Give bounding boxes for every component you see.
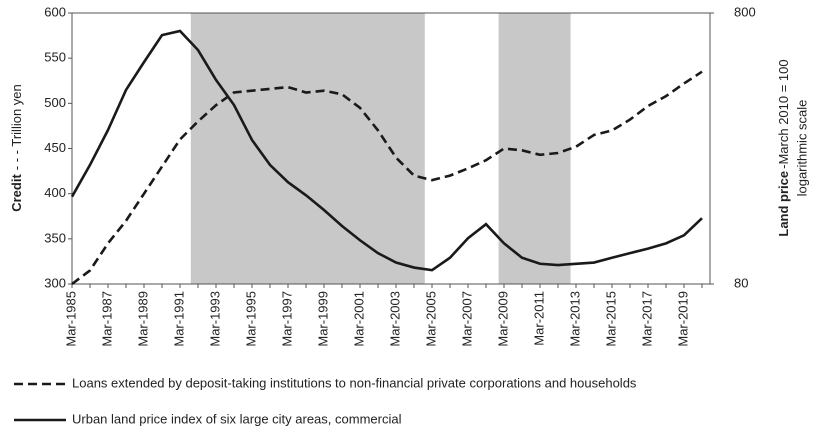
x-tick-label: Mar-1991	[171, 291, 186, 347]
x-tick-label: Mar-2011	[531, 291, 546, 346]
x-tick-label: Mar-1995	[243, 291, 258, 347]
y-tick-label: 450	[44, 140, 66, 155]
y-tick-label: 400	[44, 185, 66, 200]
y2-tick-label: 800	[734, 4, 756, 19]
y2-axis-label: Land price -March 2010 = 100	[776, 59, 791, 236]
y2-tick-label: 80	[734, 275, 748, 290]
y-label-text: - - - Trillion yen	[9, 84, 24, 170]
x-tick-label: Mar-2019	[675, 291, 690, 347]
y2-label-bold: Land price	[776, 171, 791, 237]
x-tick-label: Mar-2009	[495, 291, 510, 347]
shaded-period	[190, 13, 425, 284]
y-tick-label: 600	[44, 4, 66, 19]
x-tick-label: Mar-1999	[315, 291, 330, 347]
y2-axis-label-line2: logarithmic scale	[794, 100, 809, 197]
y-tick-label: 550	[44, 50, 66, 65]
x-tick-label: Mar-2015	[603, 291, 618, 347]
x-tick-label: Mar-2007	[459, 291, 474, 347]
y2-label-text: -March 2010 = 100	[776, 59, 791, 168]
x-tick-label: Mar-2013	[567, 291, 582, 347]
y-tick-label: 300	[44, 275, 66, 290]
x-tick-label: Mar-2001	[351, 291, 366, 347]
y-label-bold: Credit	[9, 174, 24, 212]
x-tick-label: Mar-1997	[279, 291, 294, 347]
x-tick-label: Mar-1989	[135, 291, 150, 347]
x-tick-label: Mar-1993	[207, 291, 222, 347]
x-tick-label: Mar-2017	[639, 291, 654, 347]
y-tick-label: 500	[44, 95, 66, 110]
data-line	[70, 29, 703, 272]
legend-label: Loans extended by deposit-taking institu…	[72, 375, 637, 390]
y-axis-label: Credit - - - Trillion yen	[9, 84, 24, 212]
y-tick-label: 350	[44, 230, 66, 245]
x-tick-label: Mar-1987	[99, 291, 114, 347]
x-tick-label: Mar-2003	[387, 291, 402, 347]
legend-label: Urban land price index of six large city…	[72, 411, 402, 426]
data-line	[71, 70, 703, 286]
x-tick-label: Mar-1985	[63, 291, 78, 347]
x-tick-label: Mar-2005	[423, 291, 438, 347]
